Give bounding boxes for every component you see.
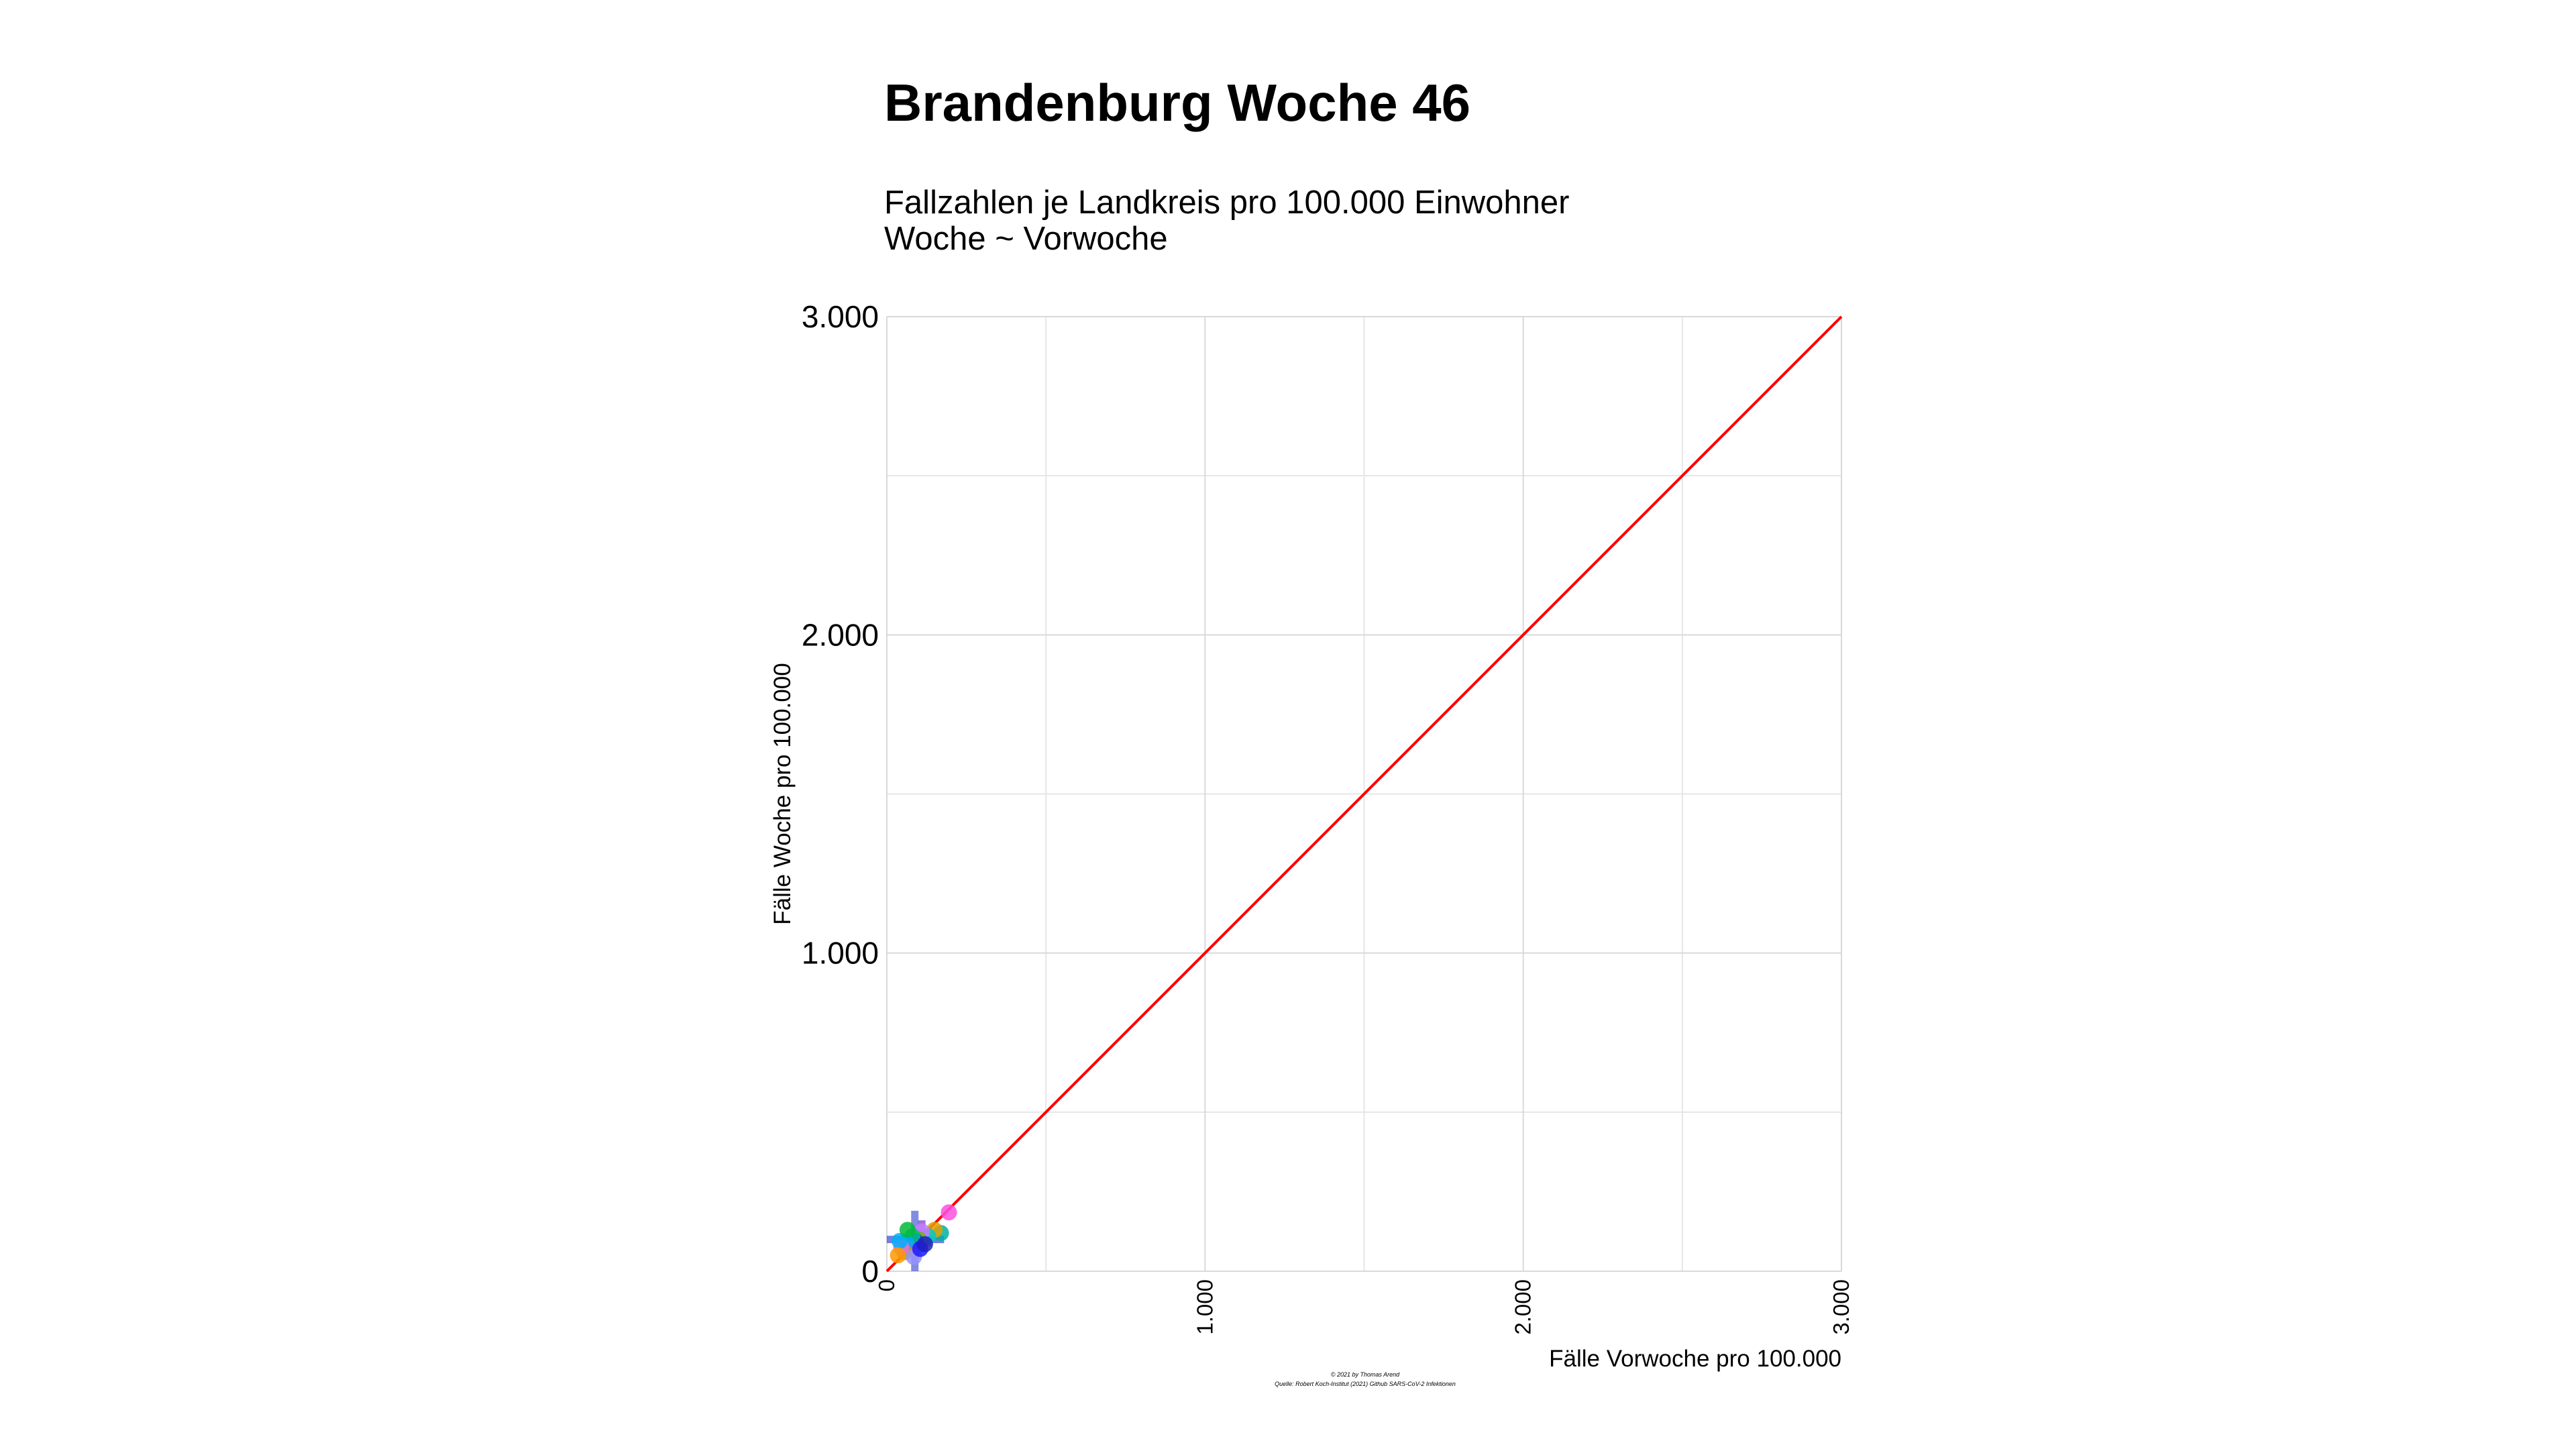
reference-line: [885, 315, 1843, 1273]
caption-line-2: Quelle: Robert Koch-Institut (2021) Gith…: [1275, 1381, 1456, 1387]
y-tick-label: 2.000: [802, 617, 879, 652]
x-tick-label: 2.000: [1511, 1279, 1536, 1335]
y-tick-label: 0: [861, 1254, 879, 1289]
data-point: [916, 1236, 933, 1252]
x-tick-labels: 0 1.000 2.000 3.000: [874, 1279, 1854, 1335]
chart-title: Brandenburg Woche 46: [884, 73, 1470, 132]
data-point: [890, 1247, 906, 1264]
chart-subtitle-line-2: Woche ~ Vorwoche: [884, 221, 1168, 257]
x-axis-label: Fälle Vorwoche pro 100.000: [1549, 1346, 1841, 1372]
caption-line-1: © 2021 by Thomas Arend: [1331, 1371, 1400, 1378]
x-tick-label: 0: [874, 1279, 899, 1291]
x-tick-label: 3.000: [1829, 1279, 1854, 1335]
x-tick-label: 1.000: [1192, 1279, 1217, 1335]
grid: [886, 316, 1842, 1272]
data-point: [891, 1232, 908, 1249]
reference-line-group: [885, 315, 1843, 1273]
data-point: [899, 1222, 916, 1238]
data-points: [890, 1204, 957, 1265]
y-tick-label: 1.000: [802, 936, 879, 971]
y-axis-label: Fälle Woche pro 100.000: [769, 663, 796, 924]
y-tick-label: 3.000: [802, 299, 879, 334]
data-point: [941, 1204, 957, 1221]
y-tick-labels: 0 1.000 2.000 3.000: [802, 299, 879, 1289]
chart-subtitle-line-1: Fallzahlen je Landkreis pro 100.000 Einw…: [884, 184, 1570, 221]
